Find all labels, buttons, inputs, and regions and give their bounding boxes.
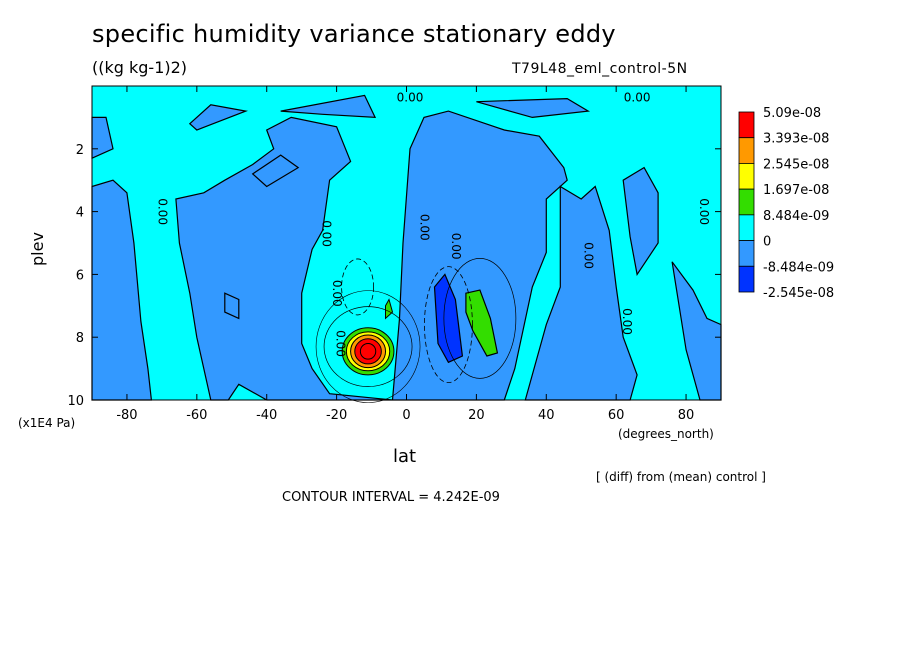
contour-label: 0.00 (397, 91, 424, 105)
colorbar-swatch (738, 265, 755, 293)
positive-contour (315, 290, 421, 403)
run-label: T79L48_eml_control-5N (512, 61, 688, 77)
field-region-negative (251, 154, 300, 188)
field-region-negative (188, 104, 249, 131)
diff-note: [ (diff) from (mean) control ] (596, 470, 766, 484)
y-tick-label: 10 (67, 394, 84, 409)
colorbar-swatch (738, 163, 755, 190)
field-region-negative (524, 185, 638, 401)
field-region-negative (224, 292, 240, 320)
colorbar-label: 5.09e-08 (763, 106, 821, 121)
contour-label: 0.00 (417, 214, 431, 241)
x-tick-label: 20 (468, 408, 485, 423)
negative-contour (424, 266, 473, 384)
contour-label: 0.00 (697, 198, 711, 225)
field-region-maximum (359, 342, 377, 360)
colorbar-swatch (738, 111, 755, 139)
field-region-negative (476, 97, 591, 119)
positive-contour (443, 258, 517, 379)
contour-label: 0.00 (620, 308, 634, 335)
colorbar-swatch (738, 240, 755, 267)
x-tick-label: 40 (538, 408, 555, 423)
y-tick-label: 6 (76, 268, 84, 283)
contour-interval: CONTOUR INTERVAL = 4.242E-09 (282, 490, 500, 505)
y-axis-label: plev (28, 232, 47, 266)
x-unit-label: (degrees_north) (618, 427, 714, 441)
x-tick-label: -80 (116, 408, 137, 423)
x-axis-label: lat (393, 446, 417, 467)
x-tick-label: -40 (256, 408, 277, 423)
field-region-negative (175, 110, 568, 401)
colorbar-swatch (738, 137, 755, 164)
y-axis: 2 4 6 8 10 (67, 143, 721, 409)
shaded-field (91, 86, 722, 401)
x-axis: -80 -60 -40 -20 0 20 40 60 80 (116, 86, 694, 423)
field-region-positive (385, 298, 394, 320)
colorbar-swatch (738, 214, 755, 241)
colorbar-label: 0 (763, 235, 771, 250)
contour-label: 0.00 (624, 91, 651, 105)
contour-label: 0.00 (320, 220, 334, 247)
contour-label: 0.00 (330, 280, 344, 307)
contour-label: 0.00 (449, 233, 463, 260)
colorbar: 5.09e-08 3.393e-08 2.545e-08 1.697e-08 8.484… (738, 106, 834, 301)
field-region-negative (280, 94, 377, 119)
x-tick-label: -60 (186, 408, 207, 423)
contour-lines (315, 258, 517, 403)
y-tick-label: 8 (76, 331, 84, 346)
colorbar-swatch (738, 188, 755, 216)
field-region-negative (622, 166, 659, 276)
field-region-minimum (433, 273, 464, 364)
contour-label: 0.00 (582, 242, 596, 269)
y-tick-label: 4 (76, 206, 84, 221)
field-region-positive (465, 289, 499, 357)
x-tick-label: -20 (326, 408, 347, 423)
colorbar-label: -2.545e-08 (763, 286, 834, 301)
x-tick-label: 60 (608, 408, 625, 423)
negative-contour (341, 258, 374, 316)
colorbar-label: 3.393e-08 (763, 132, 829, 147)
units-label: ((kg kg-1)2) (92, 58, 188, 77)
colorbar-label: 2.545e-08 (763, 157, 829, 172)
y-unit-label: (x1E4 Pa) (18, 416, 76, 430)
positive-contour (323, 306, 413, 387)
y-tick-label: 2 (76, 143, 84, 158)
contour-label: 0.00 (334, 330, 348, 357)
contour-label: 0.00 (155, 198, 169, 225)
colorbar-label: 1.697e-08 (763, 183, 829, 198)
colorbar-label: -8.484e-09 (763, 260, 834, 275)
chart-title: specific humidity variance stationary ed… (92, 20, 616, 48)
contour-labels: 0.00 0.00 0.00 0.00 0.00 0.00 0.00 0.00 0.00 0.00… (155, 91, 711, 357)
x-tick-label: 0 (402, 408, 410, 423)
colorbar-label: 8.484e-09 (763, 209, 829, 224)
x-tick-label: 80 (678, 408, 695, 423)
